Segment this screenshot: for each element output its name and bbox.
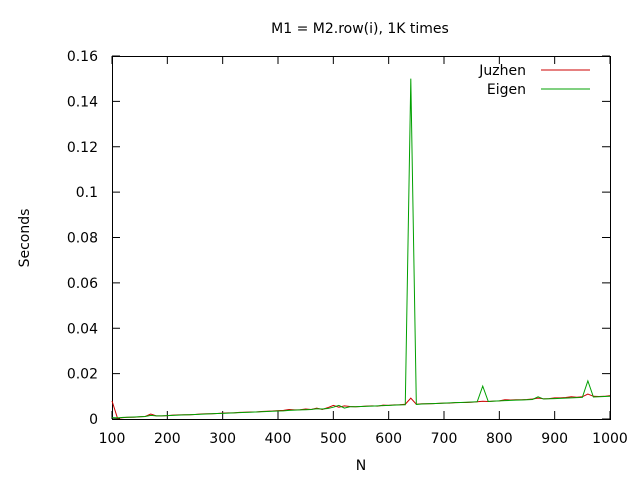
- y-tick-label: 0.08: [67, 231, 98, 247]
- y-tick-label: 0.04: [67, 321, 98, 337]
- y-tick-label: 0: [89, 412, 98, 428]
- y-axis-label: Seconds: [17, 209, 33, 268]
- x-axis-label: N: [356, 458, 366, 474]
- x-tick-label: 1000: [592, 431, 628, 447]
- y-tick-label: 0.14: [67, 94, 98, 110]
- x-tick-label: 300: [209, 431, 236, 447]
- x-tick-label: 800: [486, 431, 513, 447]
- y-tick-labels: 0 0.02 0.04 0.06 0.08 0.1 0.12 0.14 0.16: [67, 49, 98, 428]
- x-tick-label: 200: [154, 431, 181, 447]
- axis-ticks: [111, 55, 611, 420]
- y-tick-label: 0.06: [67, 276, 98, 292]
- x-tick-label: 900: [541, 431, 568, 447]
- y-tick-label: 0.12: [67, 140, 98, 156]
- x-tick-label: 700: [431, 431, 458, 447]
- x-tick-label: 100: [99, 431, 126, 447]
- legend: Juzhen Eigen: [478, 63, 590, 98]
- x-tick-label: 400: [265, 431, 292, 447]
- y-tick-label: 0.02: [67, 367, 98, 383]
- plot-frame: [112, 56, 611, 420]
- y-tick-label: 0.1: [76, 185, 98, 201]
- series-line-eigen: [111, 78, 611, 419]
- x-tick-label: 600: [375, 431, 402, 447]
- y-tick-label: 0.16: [67, 49, 98, 65]
- chart-title: M1 = M2.row(i), 1K times: [271, 21, 449, 37]
- series-lines: [111, 78, 611, 419]
- legend-label-juzhen: Juzhen: [478, 63, 526, 79]
- x-tick-labels: 100 200 300 400 500 600 700 800 900 1000: [99, 431, 628, 447]
- legend-label-eigen: Eigen: [487, 82, 526, 98]
- x-tick-label: 500: [320, 431, 347, 447]
